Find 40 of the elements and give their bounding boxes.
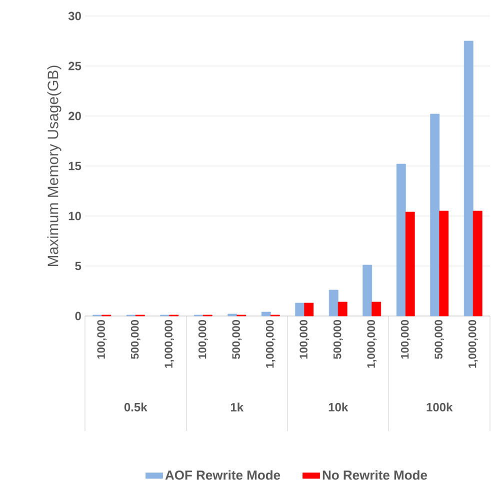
x-tick-label: 100,000: [198, 320, 208, 359]
x-tick-label: 500,000: [232, 320, 242, 359]
text: 1k: [230, 402, 244, 412]
bar: [472, 210, 482, 316]
y-tick-label: 10: [68, 212, 81, 220]
bar: [328, 290, 338, 316]
text: 0.5k: [124, 402, 148, 412]
text: 10k: [328, 402, 348, 412]
bar: [372, 302, 382, 316]
y-tick-label: 30: [68, 12, 81, 20]
y-tick-label: 15: [68, 162, 82, 170]
x-tick-label: 1,000,000: [367, 320, 377, 368]
text: 100k: [426, 402, 453, 412]
bar: [464, 40, 474, 316]
bar: [295, 302, 305, 316]
y-tick-label: 5: [75, 262, 82, 270]
legend-label: AOF Rewrite Mode: [165, 470, 280, 480]
y-tick-label: 0: [75, 312, 81, 320]
x-tick-label: 100,000: [300, 320, 310, 359]
x-tick-label: 1,000,000: [468, 320, 478, 368]
x-tick-label: 500,000: [333, 320, 343, 359]
y-axis-title: Maximum Memory Usage(GB): [47, 66, 62, 266]
bar: [228, 314, 238, 316]
legend-label: No Rewrite Mode: [322, 470, 428, 480]
bar: [304, 302, 314, 316]
bar: [439, 210, 449, 316]
x-tick-label: 500,000: [130, 320, 140, 359]
y-tick-label: 20: [68, 112, 81, 120]
x-tick-label: 500,000: [434, 320, 444, 359]
bar: [338, 302, 348, 316]
bar: [405, 212, 415, 316]
x-tick-label: 1,000,000: [164, 320, 174, 368]
bar: [261, 312, 271, 316]
x-tick-label: 100,000: [97, 320, 107, 359]
bar: [396, 164, 406, 316]
x-tick-label: 100,000: [400, 320, 410, 359]
bar: [430, 114, 440, 316]
x-tick-label: 1,000,000: [266, 320, 276, 368]
y-tick-label: 25: [68, 62, 82, 70]
bar: [362, 264, 372, 316]
